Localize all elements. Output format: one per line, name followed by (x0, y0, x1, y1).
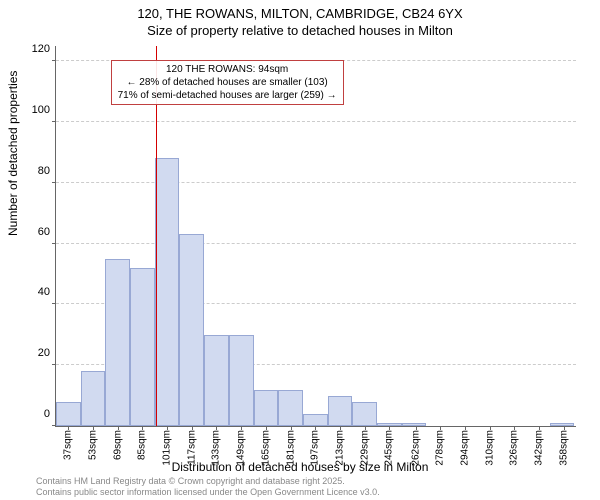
annotation-box: 120 THE ROWANS: 94sqm ← 28% of detached … (111, 60, 344, 105)
ytick-mark (52, 121, 56, 122)
histogram-bar (402, 423, 427, 426)
gridline (56, 243, 576, 244)
histogram-bar (105, 259, 130, 426)
plot-area: 02040608010012037sqm53sqm69sqm85sqm101sq… (55, 46, 576, 427)
histogram-bar (278, 390, 303, 426)
title-line2: Size of property relative to detached ho… (0, 23, 600, 40)
histogram-bar (352, 402, 377, 426)
histogram-bar (550, 423, 575, 426)
chart-title: 120, THE ROWANS, MILTON, CAMBRIDGE, CB24… (0, 0, 600, 40)
ytick-mark (52, 303, 56, 304)
ytick-label: 120 (32, 43, 50, 55)
histogram-bar (328, 396, 353, 426)
ytick-label: 60 (38, 226, 50, 238)
title-line1: 120, THE ROWANS, MILTON, CAMBRIDGE, CB24… (0, 6, 600, 23)
xtick-label: 69sqm (112, 430, 123, 460)
xtick-label: 37sqm (63, 430, 74, 460)
ytick-mark (52, 60, 56, 61)
gridline (56, 182, 576, 183)
ytick-label: 0 (44, 408, 50, 420)
histogram-bar (229, 335, 254, 426)
footer-line2: Contains public sector information licen… (36, 487, 380, 498)
annotation-line3: 71% of semi-detached houses are larger (… (118, 89, 337, 102)
xtick-label: 85sqm (137, 430, 148, 460)
ytick-mark (52, 182, 56, 183)
histogram-chart: 120, THE ROWANS, MILTON, CAMBRIDGE, CB24… (0, 0, 600, 500)
footer-attribution: Contains HM Land Registry data © Crown c… (36, 476, 380, 498)
histogram-bar (179, 234, 204, 426)
footer-line1: Contains HM Land Registry data © Crown c… (36, 476, 380, 487)
annotation-line1: 120 THE ROWANS: 94sqm (118, 63, 337, 76)
ytick-mark (52, 364, 56, 365)
histogram-bar (204, 335, 229, 426)
histogram-bar (56, 402, 81, 426)
histogram-bar (155, 158, 180, 426)
ytick-label: 80 (38, 165, 50, 177)
histogram-bar (254, 390, 279, 426)
ytick-label: 100 (32, 104, 50, 116)
x-axis-label: Distribution of detached houses by size … (0, 460, 600, 474)
annotation-line2: ← 28% of detached houses are smaller (10… (118, 76, 337, 89)
histogram-bar (130, 268, 155, 426)
histogram-bar (303, 414, 328, 426)
gridline (56, 121, 576, 122)
ytick-mark (52, 243, 56, 244)
ytick-label: 20 (38, 347, 50, 359)
histogram-bar (81, 371, 106, 426)
ytick-label: 40 (38, 286, 50, 298)
y-axis-label: Number of detached properties (6, 71, 20, 236)
xtick-label: 53sqm (88, 430, 99, 460)
